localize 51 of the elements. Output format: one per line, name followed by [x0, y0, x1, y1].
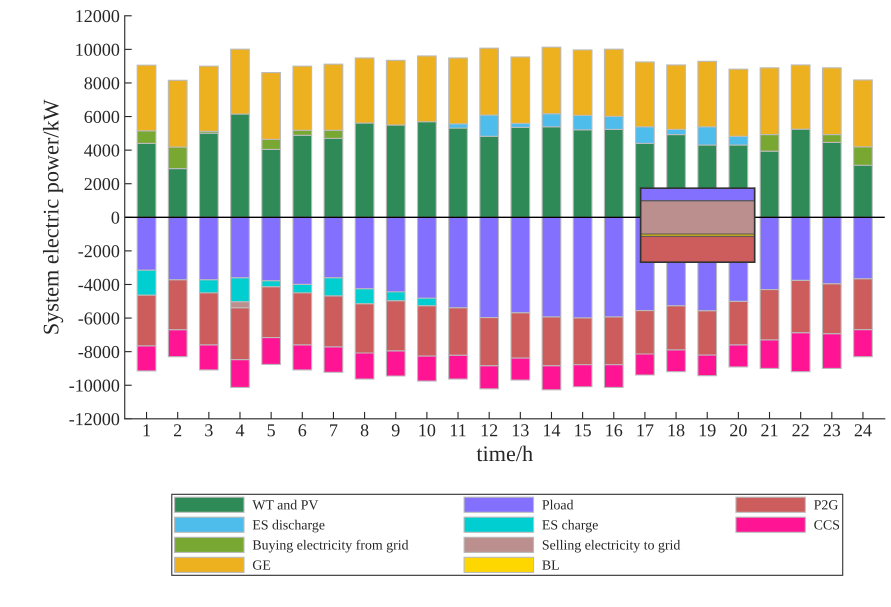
x-tick-label: 7 [330, 424, 338, 436]
x-tick-label: 11 [450, 424, 466, 436]
x-tick-label: 6 [298, 424, 306, 436]
legend-label: CCS [814, 520, 840, 530]
legend-label: ES discharge [252, 520, 325, 532]
y-tick-label: -8000 [78, 346, 120, 358]
x-tick-label: 12 [482, 424, 498, 436]
y-tick-label: -10000 [69, 380, 120, 392]
legend-label: GE [252, 560, 270, 570]
y-axis-title: System electric power/kW [42, 99, 64, 334]
x-axis-title: time/h [476, 446, 533, 462]
legend-label: WT and PV [252, 500, 318, 510]
y-tick-label: 8000 [84, 77, 120, 90]
x-tick-label: 23 [824, 424, 840, 436]
x-tick-label: 2 [174, 424, 182, 436]
x-tick-label: 8 [360, 424, 368, 436]
legend-label: BL [542, 560, 559, 570]
x-tick-label: 22 [792, 424, 809, 436]
x-tick-label: 14 [544, 424, 560, 436]
y-tick-label: -4000 [78, 278, 120, 291]
y-tick-label: 6000 [84, 110, 120, 123]
x-tick-label: 9 [392, 424, 400, 436]
legend-label: Pload [542, 500, 574, 510]
y-tick-label: 4000 [84, 144, 120, 157]
legend-label: Buying electricity from grid [252, 540, 408, 552]
y-tick-label: 0 [112, 212, 120, 224]
x-tick-label: 4 [236, 424, 244, 436]
y-tick-label: -6000 [78, 312, 120, 325]
bar [510, 56, 530, 124]
y-tick-label: -12000 [69, 413, 120, 426]
x-tick-label: 24 [854, 424, 872, 436]
x-tick-label: 20 [730, 424, 747, 436]
legend-label: P2G [814, 500, 838, 510]
y-tick-label: 2000 [84, 178, 120, 190]
x-tick-label: 16 [606, 424, 622, 436]
legend-label: Selling electricity to grid [542, 540, 680, 552]
x-tick-label: 18 [668, 424, 684, 436]
x-tick-label: 1 [144, 424, 150, 436]
x-tick-label: 19 [700, 424, 716, 436]
x-tick-label: 17 [637, 424, 654, 436]
x-tick-label: 21 [761, 424, 778, 436]
y-tick-label: 12000 [76, 10, 120, 22]
x-tick-label: 3 [205, 424, 213, 436]
y-tick-label: -2000 [78, 245, 120, 258]
x-tick-label: 13 [512, 424, 529, 436]
legend-label: ES charge [542, 520, 598, 532]
x-tick-label: 10 [419, 424, 436, 436]
x-tick-label: 15 [575, 424, 591, 436]
bar [448, 57, 468, 124]
y-tick-label: 10000 [76, 44, 120, 56]
x-tick-label: 5 [268, 424, 275, 436]
